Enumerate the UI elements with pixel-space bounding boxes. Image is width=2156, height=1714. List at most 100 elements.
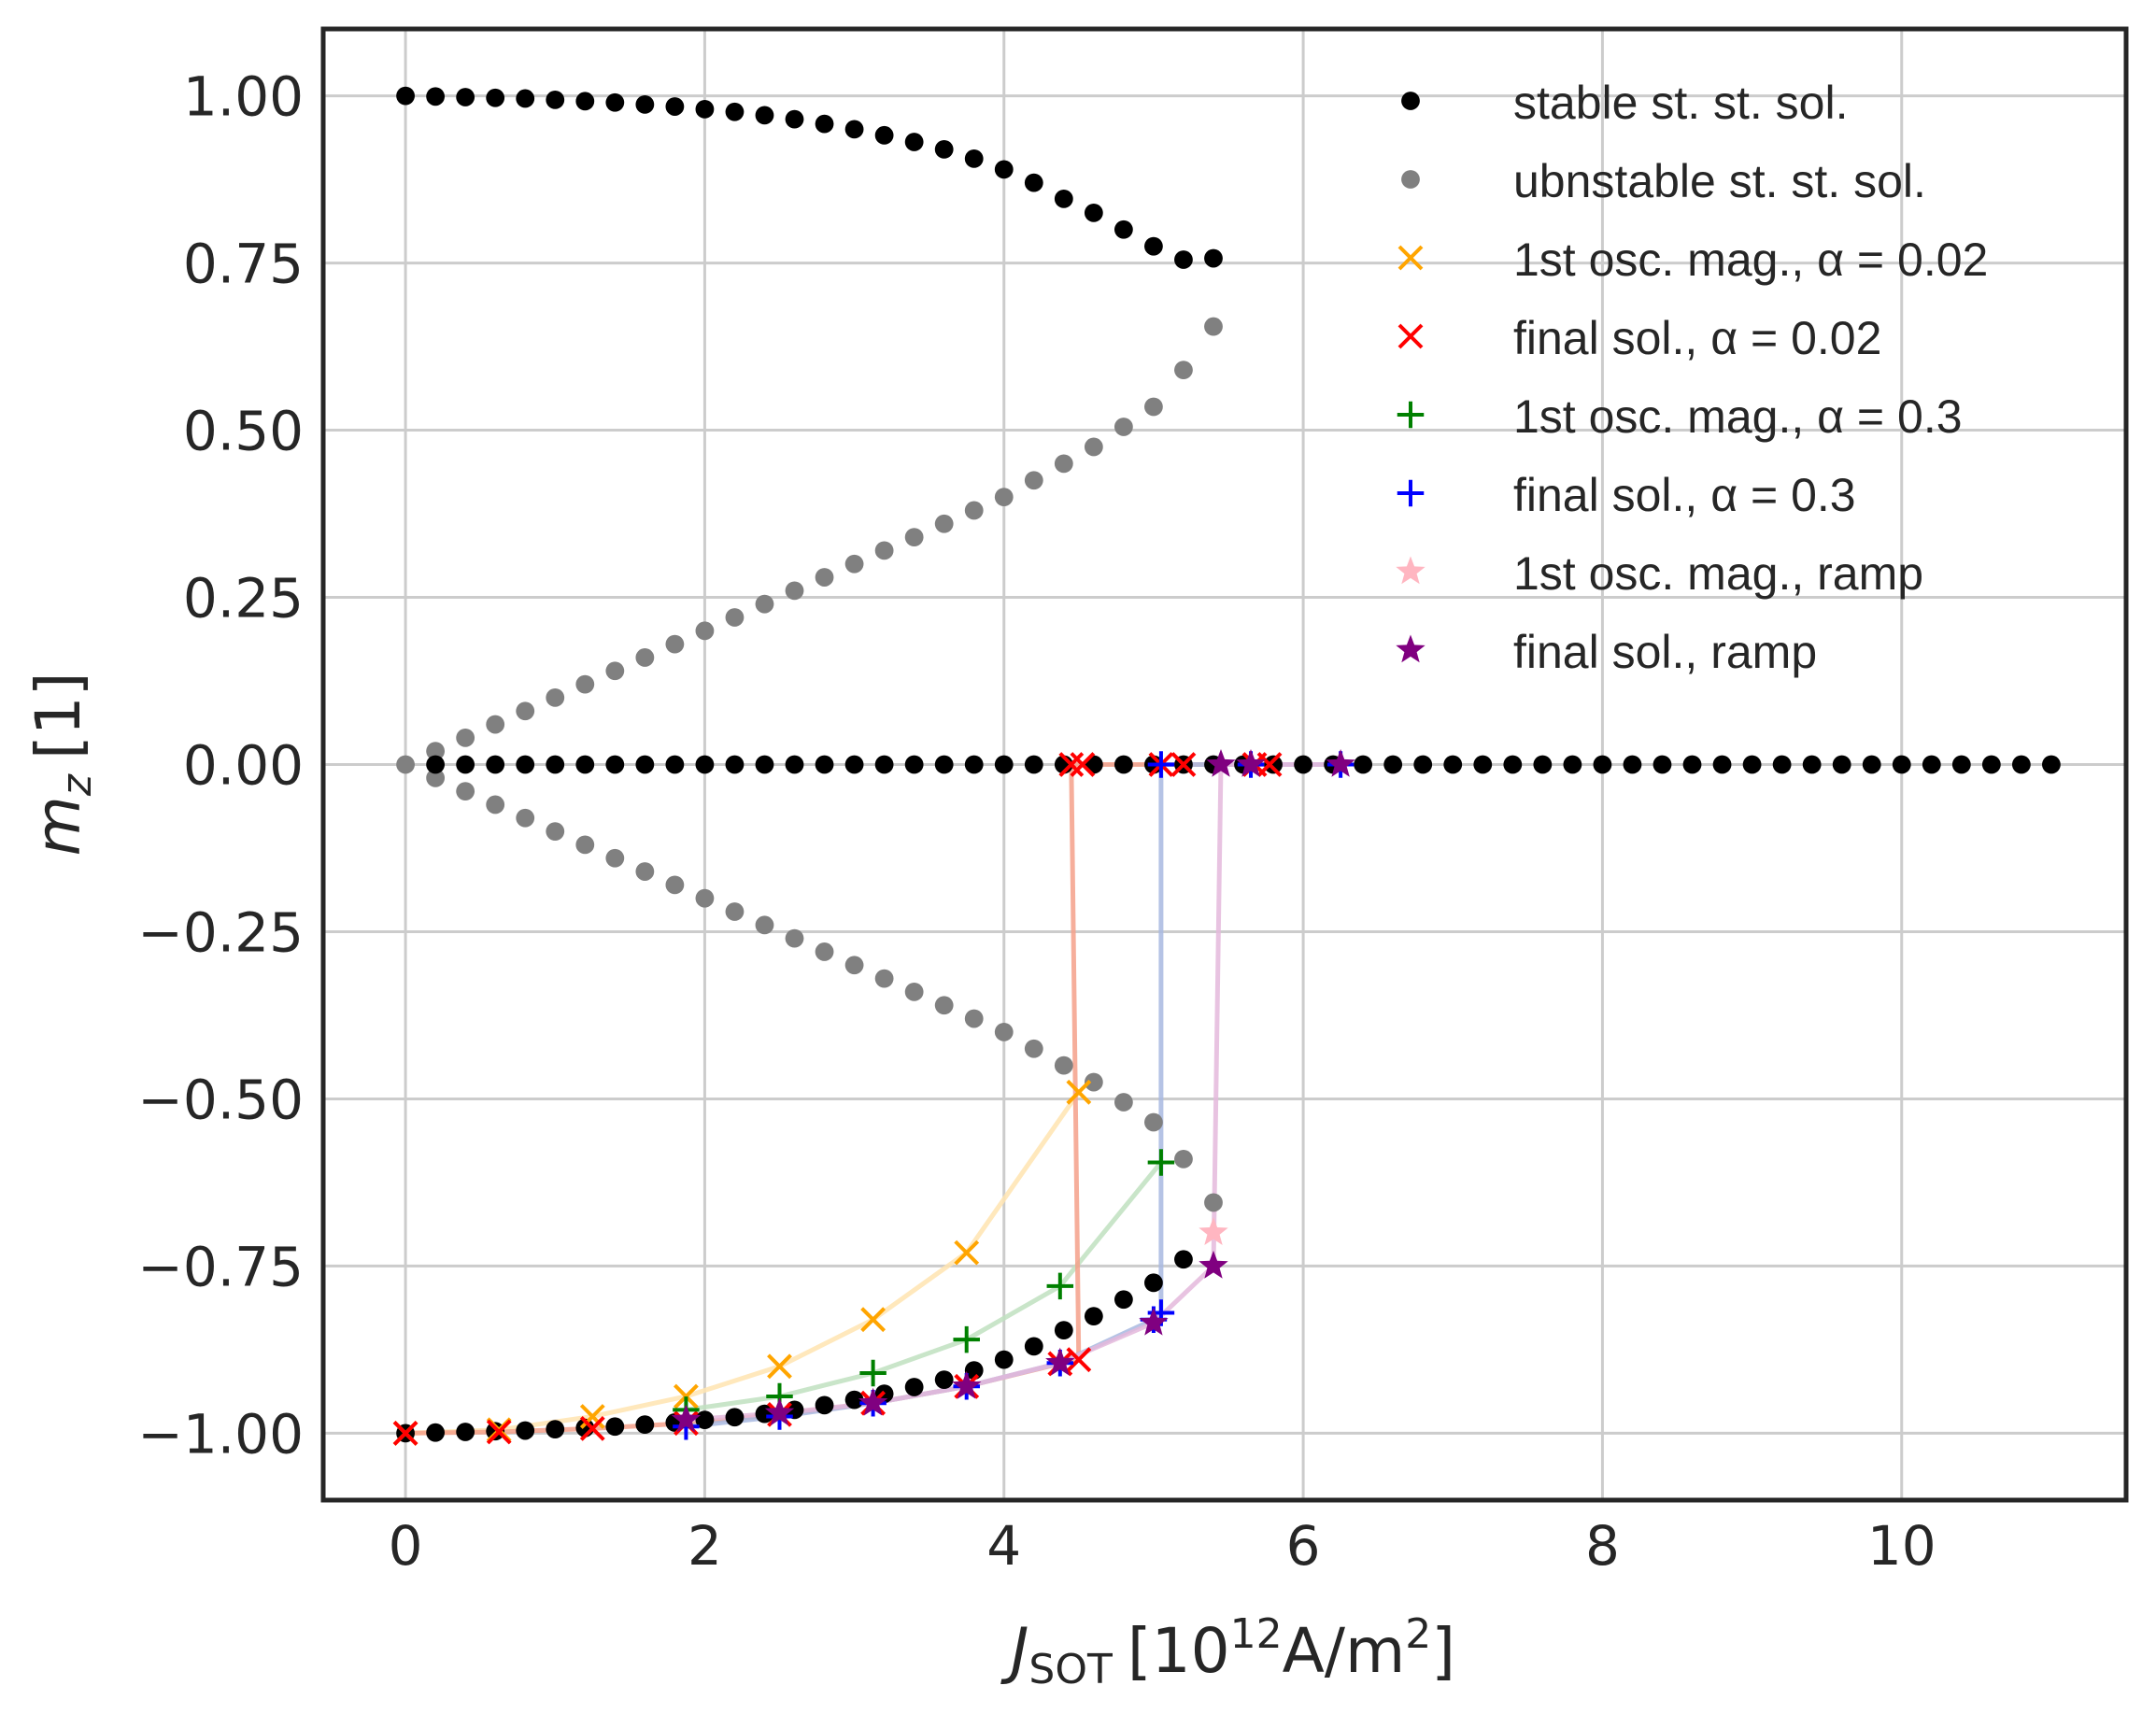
legend-label: 1st osc. mag., α = 0.02 [1513,234,1988,286]
legend-label: final sol., α = 0.02 [1513,312,1881,364]
data-point [934,139,954,159]
data-point [1174,250,1193,269]
data-point [605,848,625,868]
data-point [785,109,804,129]
data-point [755,915,774,935]
data-point [516,89,535,108]
data-point [695,888,715,908]
data-point [934,755,954,774]
data-point [785,755,804,774]
data-point [456,782,475,801]
data-point [860,1307,887,1333]
x-axis-label-unit-middle: A/m [1283,1615,1406,1687]
data-point [953,1325,980,1353]
data-point [904,133,924,151]
data-point [396,86,415,106]
data-point [456,1423,475,1441]
x-tick-label: 10 [1867,1514,1936,1578]
data-point [904,528,924,546]
data-point [964,1361,984,1381]
data-point [516,701,535,721]
data-point [1204,248,1223,268]
data-point [1024,1337,1043,1356]
data-point [635,862,655,881]
data-point [665,875,685,895]
data-point [579,1404,605,1429]
data-point [1066,1079,1092,1105]
data-point [635,1415,655,1435]
x-axis-label: JSOT [1012A/m2] [1000,1610,1455,1693]
data-point [1981,755,2001,774]
data-point [815,755,834,774]
data-point [1397,245,1424,271]
data-point [665,97,685,116]
data-point [1113,220,1133,239]
y-axis-label-unit: [1] [22,673,94,760]
data-point [1951,755,1971,774]
data-point [671,1404,702,1433]
y-tick-label: 1.00 [183,65,304,129]
data-point [755,755,774,774]
data-point [1058,752,1085,777]
data-point [994,488,1014,507]
legend-label: final sol., ramp [1513,626,1817,678]
data-point [844,554,864,574]
data-point [1396,556,1426,585]
data-point [725,902,745,921]
data-point [1174,1250,1193,1269]
data-point [605,1417,625,1437]
data-point [1147,751,1175,778]
data-point [695,755,715,774]
data-point [1443,755,1463,774]
data-point [456,88,475,106]
data-point [1144,1112,1163,1132]
x-axis-label-unit-prefix: [10 [1128,1615,1230,1687]
x-axis-label-unit-exponent: 12 [1230,1610,1283,1658]
data-point [1054,189,1073,208]
data-point [994,755,1014,774]
data-point [785,581,804,601]
data-point [1712,755,1732,774]
y-tick-label: −0.75 [137,1235,304,1298]
data-point [1024,755,1043,774]
legend-label: ubnstable st. st. sol. [1513,155,1926,207]
legend-label: 1st osc. mag., α = 0.3 [1513,390,1963,443]
data-point [1354,755,1373,774]
data-point [1206,749,1236,777]
data-point [1084,1307,1103,1326]
data-point [844,120,864,139]
data-point [934,514,954,533]
data-point [874,969,894,988]
data-point [904,755,924,774]
data-point [934,1370,954,1390]
data-point [575,835,595,855]
data-point [815,568,834,587]
legend-label: 1st osc. mag., ramp [1513,547,1923,600]
data-point [2011,755,2031,774]
data-point [964,501,984,520]
data-point [426,768,446,787]
plot-frame [320,26,2129,1503]
data-point [1862,755,1881,774]
x-axis-label-unit-suffix: ] [1431,1615,1455,1687]
data-point [605,661,625,681]
data-point [635,755,655,774]
data-point [904,983,924,1001]
data-point [1563,755,1582,774]
data-point [725,608,745,627]
data-point [858,1387,888,1416]
data-point [1113,755,1133,774]
data-points [392,86,2061,1446]
data-point [904,1378,924,1396]
y-tick-label: −0.25 [137,900,304,964]
data-point [1144,1273,1163,1293]
x-tick-label: 2 [688,1514,722,1578]
data-point [1046,1272,1074,1300]
data-point [764,1397,795,1426]
data-point [575,92,595,111]
data-point [396,755,415,774]
data-point [1024,173,1043,192]
data-point [964,149,984,168]
data-point [1144,397,1163,417]
